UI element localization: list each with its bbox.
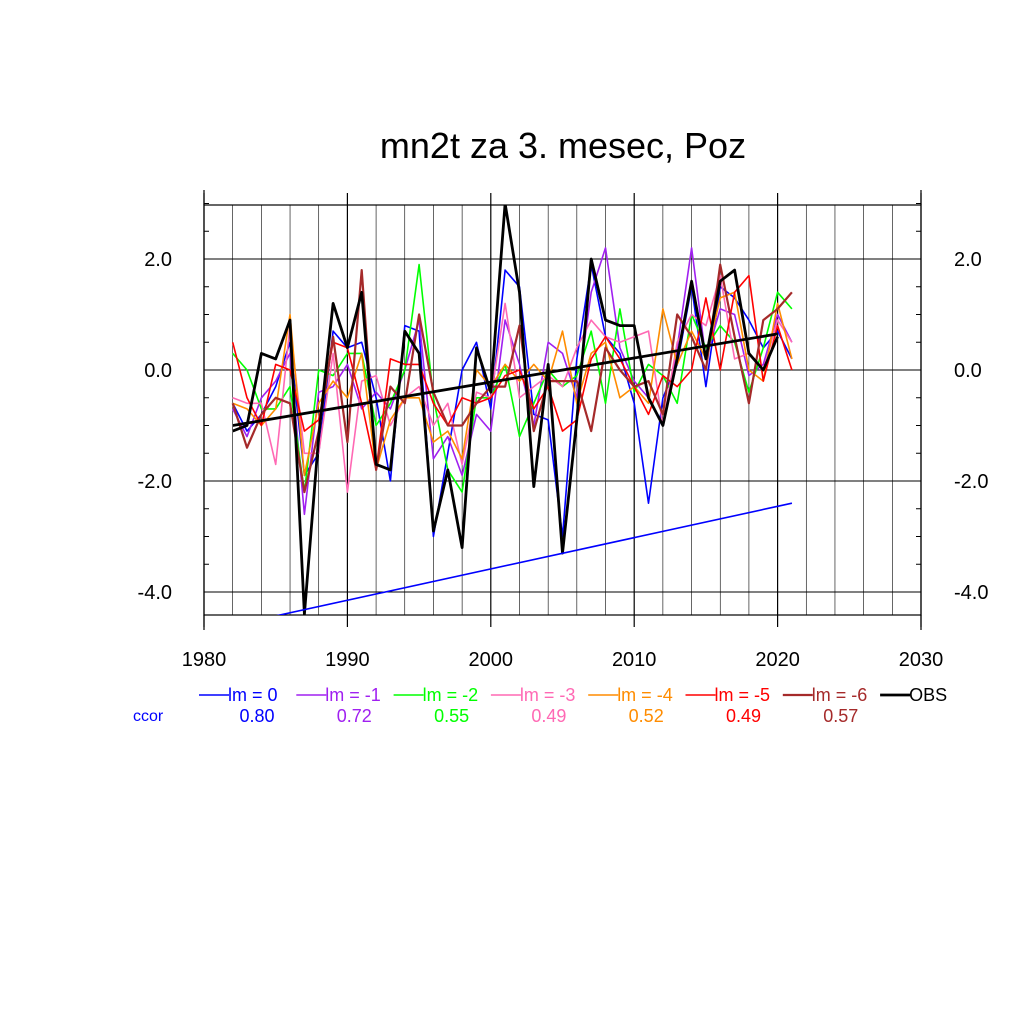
y-tick-label-left: -2.0 — [138, 471, 172, 493]
legend-label: lm = -3 — [520, 685, 576, 705]
x-tick-label: 1990 — [325, 649, 370, 671]
series-line-obs — [232, 205, 779, 615]
y-tick-label-right: -2.0 — [954, 471, 988, 493]
x-tick-label: 2020 — [755, 649, 800, 671]
series-line-lm-6 — [231, 263, 793, 494]
ccor-value: 0.52 — [629, 706, 664, 726]
ccor-label: ccor — [133, 708, 164, 725]
y-tick-label-right: 2.0 — [954, 249, 982, 271]
y-tick-label-left: 2.0 — [144, 249, 172, 271]
plot-frame — [203, 190, 922, 630]
legend-label: lm = -5 — [715, 685, 771, 705]
ccor-value: 0.72 — [337, 706, 372, 726]
y-tick-label-left: 0.0 — [144, 360, 172, 382]
trend-line — [232, 332, 778, 427]
y-tick-label-right: 0.0 — [954, 360, 982, 382]
legend-label: lm = -2 — [423, 685, 479, 705]
axis-ticks — [203, 193, 922, 627]
x-tick-label: 1980 — [182, 649, 227, 671]
trend-line — [276, 502, 793, 615]
tick-labels: 1980 1990 2000 2010 2020 2030 2.0 2.0 0.0 0.0 -2.0… — [138, 249, 989, 671]
y-tick-label-right: -4.0 — [954, 582, 988, 604]
chart-title: mn2t za 3. mesec, Poz — [380, 125, 746, 166]
ccor-value: 0.49 — [531, 706, 566, 726]
legend-label: lm = 0 — [228, 685, 278, 705]
x-tick-label: 2030 — [899, 649, 944, 671]
ccor-value: 0.55 — [434, 706, 469, 726]
y-tick-label-left: -4.0 — [138, 582, 172, 604]
legend-label: lm = -4 — [617, 685, 673, 705]
ccor-value: 0.80 — [239, 706, 274, 726]
ccor-value: 0.57 — [823, 706, 858, 726]
legend-label: lm = -6 — [812, 685, 868, 705]
x-tick-label: 2000 — [469, 649, 514, 671]
ccor-value: 0.49 — [726, 706, 761, 726]
series-group — [231, 205, 793, 615]
legend-label: OBS — [909, 685, 947, 705]
x-tick-label: 2010 — [612, 649, 657, 671]
legend-label: lm = -1 — [325, 685, 381, 705]
